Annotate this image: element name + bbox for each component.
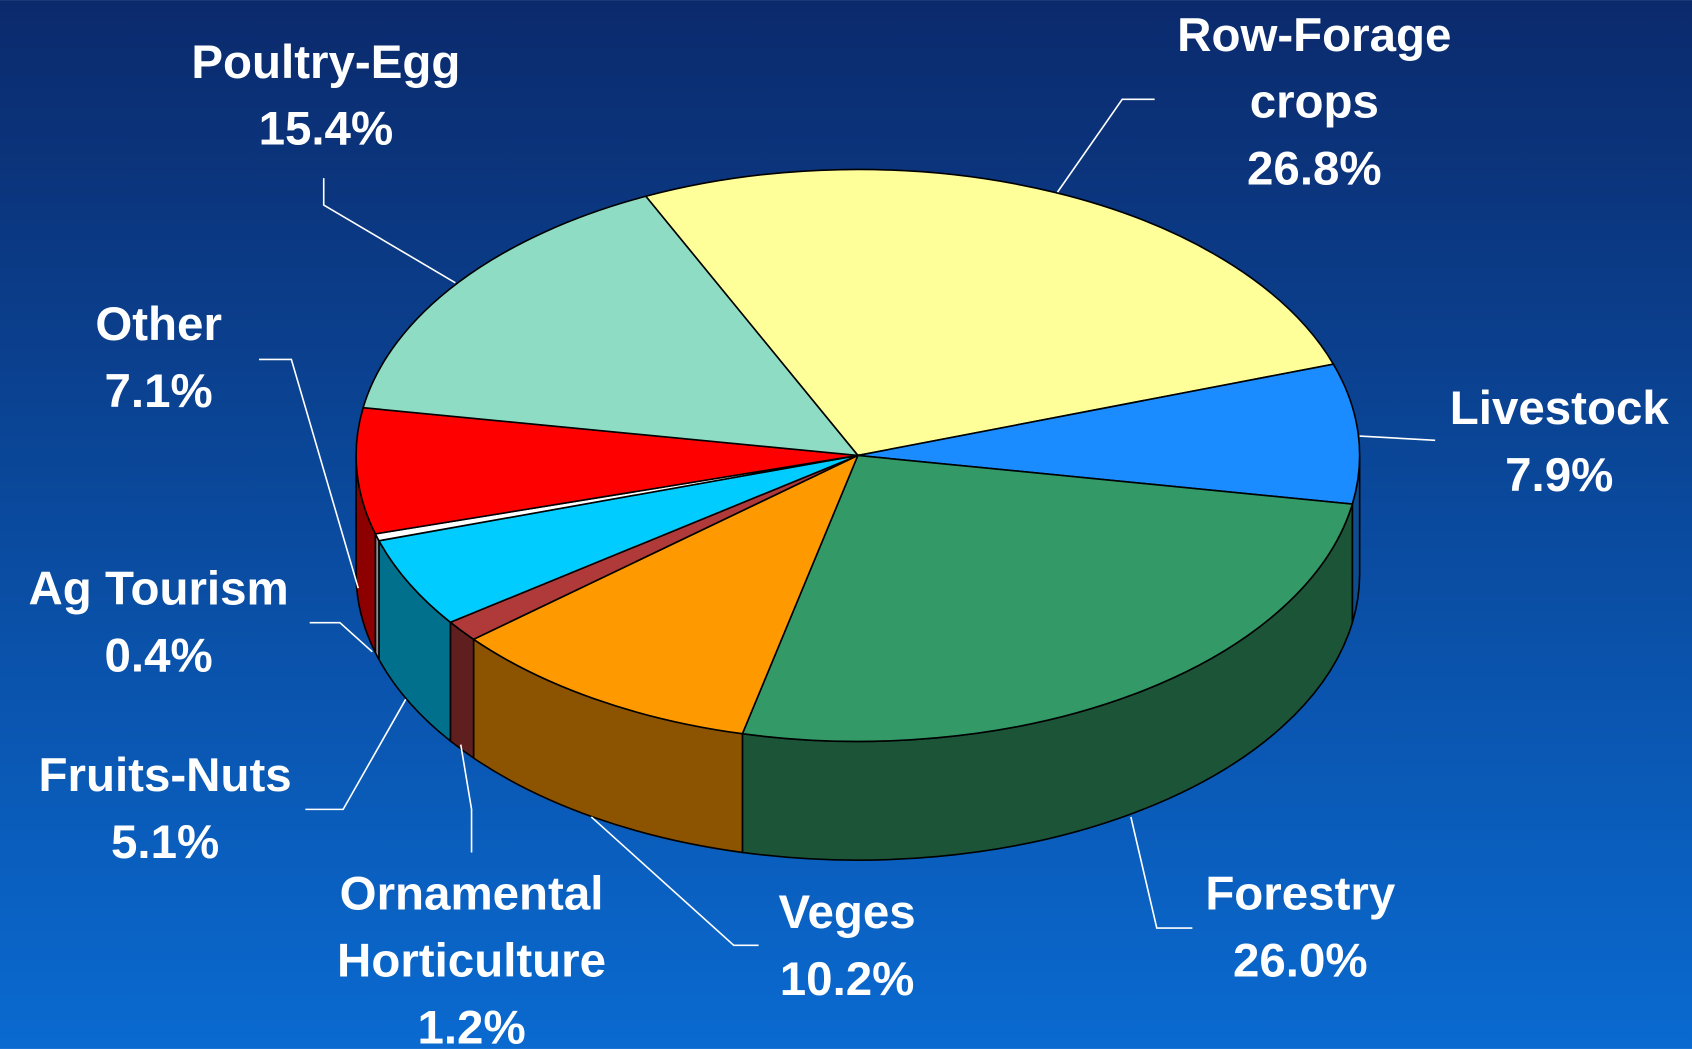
value-label: 0.4% xyxy=(105,629,213,682)
value-label: 26.8% xyxy=(1247,143,1382,196)
label-line: Horticulture xyxy=(337,935,606,988)
leader-line xyxy=(1359,435,1436,442)
label-line: Livestock xyxy=(1450,382,1670,435)
category-label: Other xyxy=(95,298,222,351)
leader-line xyxy=(322,178,456,284)
category-label: Fruits-Nuts xyxy=(39,749,292,802)
category-label: Poultry-Egg xyxy=(191,36,460,89)
label-line: Forestry xyxy=(1205,868,1396,921)
label-line: Ag Tourism xyxy=(29,562,289,615)
leader-line xyxy=(258,358,360,589)
slice-side xyxy=(449,620,475,760)
category-label: Forestry xyxy=(1205,868,1396,921)
label-line: Row-Forage xyxy=(1177,9,1451,62)
value-label: 10.2% xyxy=(780,953,915,1006)
leader-line xyxy=(1130,816,1193,929)
value-label: 1.2% xyxy=(417,1002,525,1049)
label-line: Poultry-Egg xyxy=(191,36,460,89)
leader-line xyxy=(309,621,373,653)
slice xyxy=(362,195,860,457)
category-label: Ornamental Horticulture xyxy=(337,868,606,988)
label-line: Ornamental xyxy=(340,868,604,921)
value-label: 5.1% xyxy=(111,816,219,869)
slice xyxy=(377,454,859,624)
category-label: Row-Forage crops xyxy=(1177,9,1451,129)
value-label: 7.1% xyxy=(105,365,213,418)
slice xyxy=(741,454,1354,743)
slice xyxy=(857,363,1361,505)
leader-line xyxy=(1056,98,1155,193)
slice xyxy=(355,406,858,535)
category-label: Livestock xyxy=(1450,382,1670,435)
label-line: Veges xyxy=(778,886,915,939)
category-label: Veges xyxy=(778,886,915,939)
value-label: 15.4% xyxy=(259,103,394,156)
label-line: Other xyxy=(95,298,222,351)
slice xyxy=(644,168,1335,457)
value-label: 26.0% xyxy=(1233,935,1368,988)
slice xyxy=(471,453,860,735)
label-line: crops xyxy=(1250,76,1379,129)
category-label: Ag Tourism xyxy=(29,562,289,615)
label-line: Fruits-Nuts xyxy=(39,749,292,802)
value-label: 7.9% xyxy=(1505,449,1613,502)
leader-line xyxy=(590,816,759,947)
leader-line xyxy=(305,698,407,811)
leader-line xyxy=(459,744,473,853)
